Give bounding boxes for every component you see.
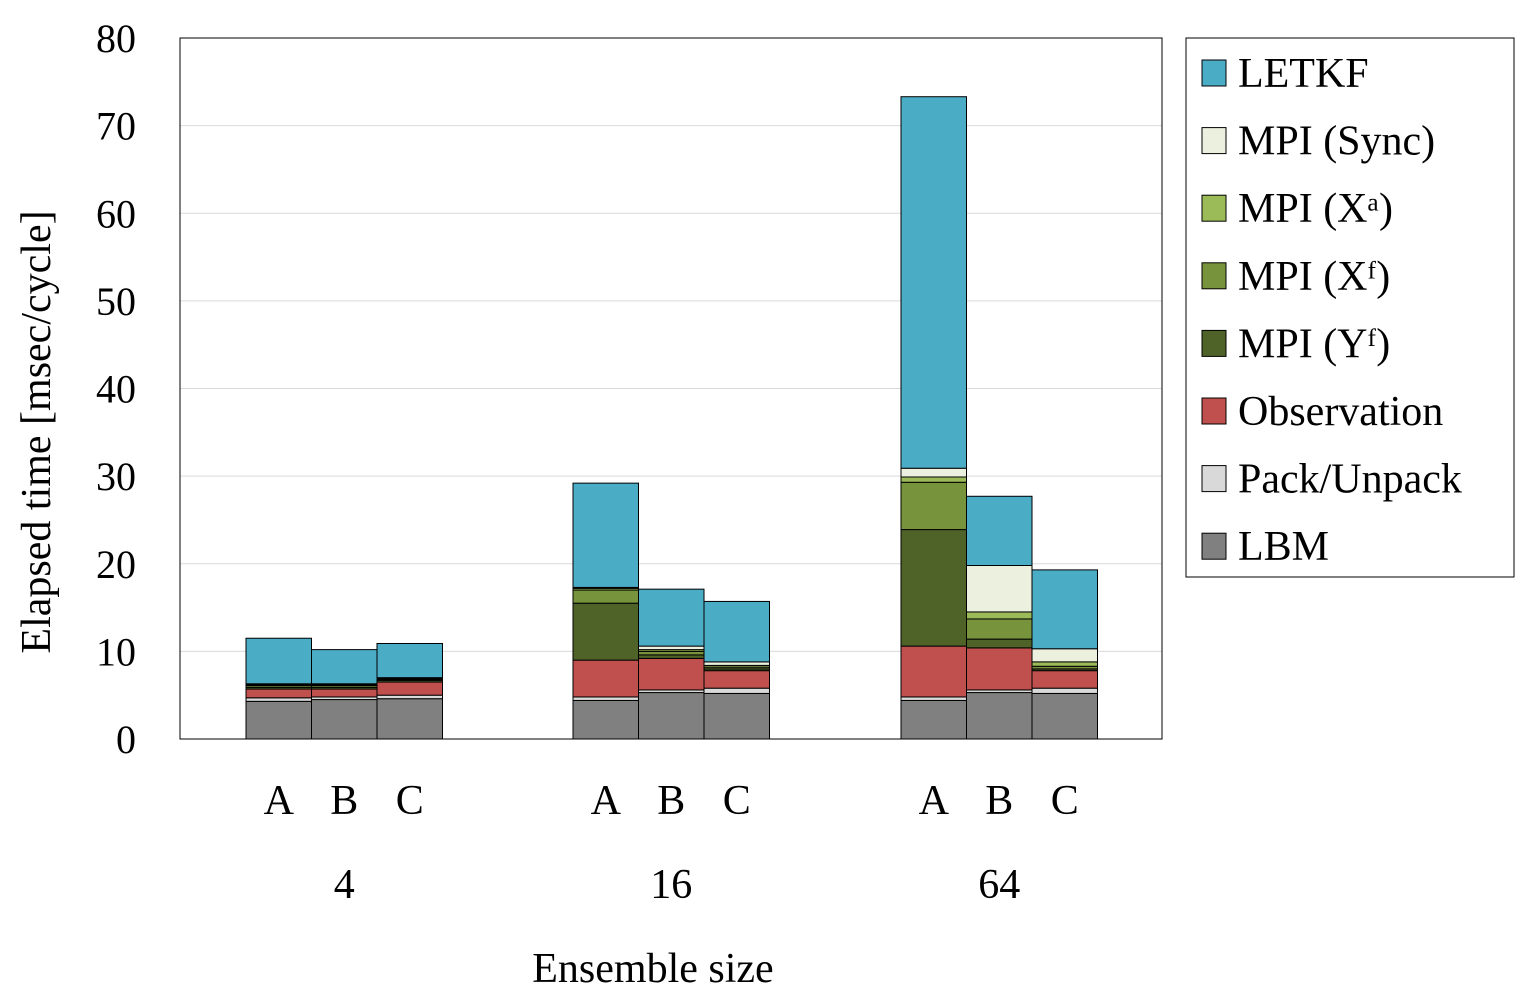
legend-entry-label: Observation xyxy=(1238,389,1443,435)
group-label: 64 xyxy=(978,862,1020,908)
bar-segment xyxy=(311,688,378,698)
bar-segment xyxy=(900,645,967,698)
legend-swatch xyxy=(1201,194,1227,222)
bar-segment xyxy=(900,467,967,478)
subcategory-label: C xyxy=(1051,778,1079,824)
legend: LETKF MPI (Sync) MPI (Xᵃ) MPI (Xᶠ) MPI (Yᶠ) O… xyxy=(1185,37,1515,578)
legend-entry-label: LETKF xyxy=(1238,51,1369,97)
y-tick-label: 60 xyxy=(96,191,136,236)
bar-segment xyxy=(1031,648,1098,663)
legend-frame xyxy=(1185,37,1515,578)
legend-swatch xyxy=(1201,465,1227,493)
bar-segment xyxy=(638,645,705,651)
group-label: 4 xyxy=(334,862,355,908)
y-axis-ticks: 0 10 20 30 40 50 60 70 80 xyxy=(96,16,136,762)
y-tick-label: 20 xyxy=(96,542,136,587)
bar-segment xyxy=(900,96,967,469)
y-tick-label: 80 xyxy=(96,16,136,61)
bar-segment xyxy=(572,602,639,661)
bar-segment xyxy=(638,650,705,656)
legend-entry-label: LBM xyxy=(1238,524,1329,570)
legend-entry-label: MPI (Xᶠ) xyxy=(1238,254,1390,300)
legend-entry-label: Pack/Unpack xyxy=(1238,457,1462,503)
y-tick-label: 70 xyxy=(96,104,136,149)
bar-segment xyxy=(1031,670,1098,689)
x-axis-title: Ensemble size xyxy=(532,946,773,992)
bar-segment xyxy=(703,670,770,689)
legend-entry-label: MPI (Sync) xyxy=(1238,119,1435,165)
bar-segment xyxy=(703,687,770,694)
bars xyxy=(245,96,1098,740)
legend-swatch xyxy=(1201,59,1227,87)
legend-swatch xyxy=(1201,397,1227,425)
group-label: 16 xyxy=(650,862,692,908)
bar-segment xyxy=(572,589,639,604)
bar-segment xyxy=(966,638,1033,649)
bar-segment xyxy=(572,696,639,701)
bar-segment xyxy=(245,637,312,685)
bar-segment xyxy=(966,618,1033,640)
bar-segment xyxy=(900,699,967,740)
bar-segment xyxy=(1031,692,1098,740)
bar-segment xyxy=(638,692,705,740)
bar-segment xyxy=(311,699,378,740)
bar-segment xyxy=(245,688,312,699)
y-tick-label: 30 xyxy=(96,454,136,499)
bar-segment xyxy=(638,657,705,691)
gridlines xyxy=(180,125,1162,652)
legend-entry-label: MPI (Yᶠ) xyxy=(1238,321,1390,367)
y-axis-title: Elapsed time [msec/cycle] xyxy=(14,210,60,653)
bar-segment xyxy=(900,476,967,483)
bar-segment xyxy=(376,694,443,700)
bar-segment xyxy=(966,692,1033,740)
legend-swatch xyxy=(1201,127,1227,155)
bar-segment xyxy=(376,681,443,696)
bar-segment xyxy=(703,692,770,740)
bar-segment xyxy=(311,649,378,685)
bar-segment xyxy=(245,700,312,740)
subcategory-label: A xyxy=(264,778,295,824)
subcategory-label: A xyxy=(919,778,950,824)
subcategory-label: B xyxy=(330,778,358,824)
bar-segment xyxy=(1031,661,1098,667)
bar-segment xyxy=(966,565,1033,613)
legend-entry-label: MPI (Xᵃ) xyxy=(1238,186,1393,232)
legend-swatch xyxy=(1201,329,1227,357)
bar-segment xyxy=(966,611,1033,620)
bar-segment xyxy=(1031,569,1098,650)
subcategory-label: C xyxy=(723,778,751,824)
bar-segment xyxy=(703,600,770,663)
bar-segment xyxy=(572,659,639,698)
plot-area-frame xyxy=(179,37,1163,740)
bar-segment xyxy=(703,661,770,666)
y-tick-label: 0 xyxy=(116,717,136,762)
bar-segment xyxy=(638,654,705,659)
y-tick-label: 50 xyxy=(96,279,136,324)
subcategory-label: C xyxy=(396,778,424,824)
subcategory-label: B xyxy=(657,778,685,824)
bar-segment xyxy=(638,588,705,647)
y-tick-label: 40 xyxy=(96,367,136,412)
y-tick-label: 10 xyxy=(96,629,136,674)
bar-segment xyxy=(572,482,639,588)
bar-segment xyxy=(245,697,312,702)
bar-segment xyxy=(900,696,967,701)
bar-segment xyxy=(376,642,443,679)
bar-segment xyxy=(966,495,1033,567)
bar-segment xyxy=(900,481,967,531)
legend-swatch xyxy=(1201,262,1227,290)
bar-segment xyxy=(966,647,1033,691)
legend-swatch xyxy=(1201,532,1227,560)
bar-segment xyxy=(900,529,967,647)
bar-segment xyxy=(572,699,639,740)
bar-segment xyxy=(1031,687,1098,694)
subcategory-label: B xyxy=(985,778,1013,824)
bar-segment xyxy=(376,698,443,740)
subcategory-label: A xyxy=(591,778,622,824)
